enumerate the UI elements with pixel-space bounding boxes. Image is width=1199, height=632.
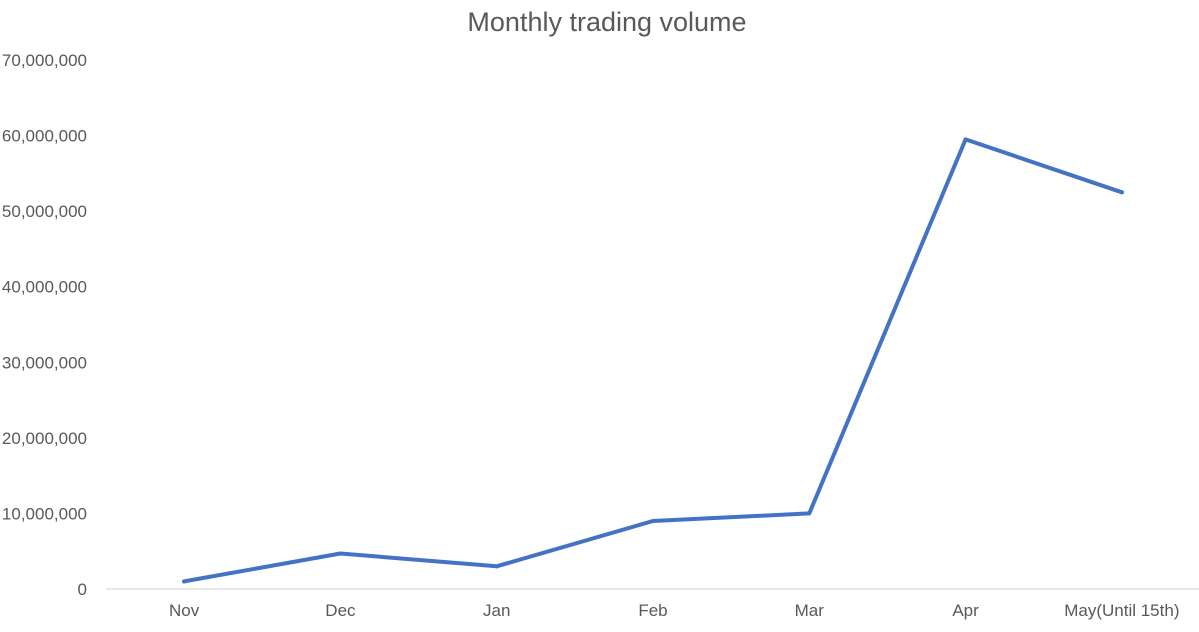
chart-title: Monthly trading volume <box>467 7 746 37</box>
data-point <box>338 551 343 556</box>
y-tick-label: 10,000,000 <box>2 504 87 523</box>
y-axis-ticks: 0 10,000,000 20,000,000 30,000,000 40,000,00… <box>2 51 87 599</box>
x-tick-label: Apr <box>952 601 979 620</box>
y-tick-label: 50,000,000 <box>2 202 87 221</box>
y-tick-label: 70,000,000 <box>2 51 87 70</box>
x-tick-label: Nov <box>169 601 200 620</box>
data-point <box>1119 190 1124 195</box>
x-tick-label: Jan <box>483 601 510 620</box>
y-tick-label: 60,000,000 <box>2 127 87 146</box>
data-point <box>651 518 655 523</box>
x-tick-label: May(Until 15th) <box>1064 601 1179 620</box>
y-tick-label: 30,000,000 <box>2 353 87 372</box>
data-point <box>807 511 812 516</box>
y-tick-label: 0 <box>78 580 87 599</box>
y-tick-label: 40,000,000 <box>2 278 87 297</box>
y-tick-label: 20,000,000 <box>2 429 87 448</box>
data-point <box>963 137 968 142</box>
series-line <box>182 137 1124 584</box>
x-tick-label: Feb <box>638 601 667 620</box>
x-tick-label: Mar <box>795 601 825 620</box>
data-point <box>494 564 499 569</box>
series-group <box>182 137 1124 584</box>
data-point <box>182 579 187 584</box>
x-axis-ticks: Nov Dec Jan Feb Mar Apr May(Until 15th) <box>169 601 1179 620</box>
x-tick-label: Dec <box>325 601 356 620</box>
